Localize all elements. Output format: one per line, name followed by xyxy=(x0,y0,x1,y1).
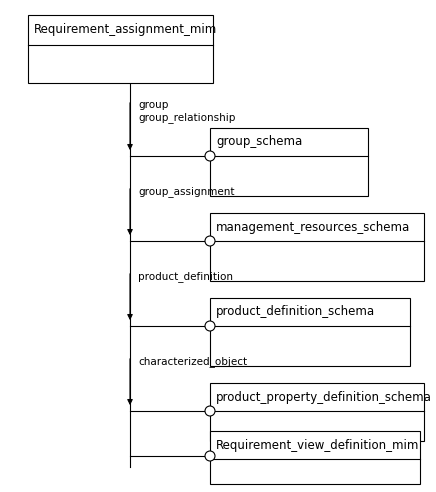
Text: characterized_object: characterized_object xyxy=(138,356,247,367)
Text: group
group_relationship: group group_relationship xyxy=(138,100,235,123)
Bar xyxy=(210,431,420,484)
Circle shape xyxy=(205,151,215,161)
Text: Requirement_view_definition_mim: Requirement_view_definition_mim xyxy=(216,438,419,452)
Circle shape xyxy=(205,451,215,461)
Text: product_definition_schema: product_definition_schema xyxy=(216,306,375,318)
Bar xyxy=(210,298,410,366)
Circle shape xyxy=(205,406,215,416)
Text: group_schema: group_schema xyxy=(216,135,302,149)
Bar xyxy=(28,15,213,83)
Text: group_assignment: group_assignment xyxy=(138,186,235,197)
Text: management_resources_schema: management_resources_schema xyxy=(216,220,410,234)
Text: product_definition: product_definition xyxy=(138,271,233,282)
Bar xyxy=(210,383,424,441)
Text: product_property_definition_schema: product_property_definition_schema xyxy=(216,391,432,403)
Text: Requirement_assignment_mim: Requirement_assignment_mim xyxy=(34,24,217,36)
Circle shape xyxy=(205,236,215,246)
Bar xyxy=(210,213,424,281)
Bar xyxy=(210,128,368,196)
Circle shape xyxy=(205,321,215,331)
